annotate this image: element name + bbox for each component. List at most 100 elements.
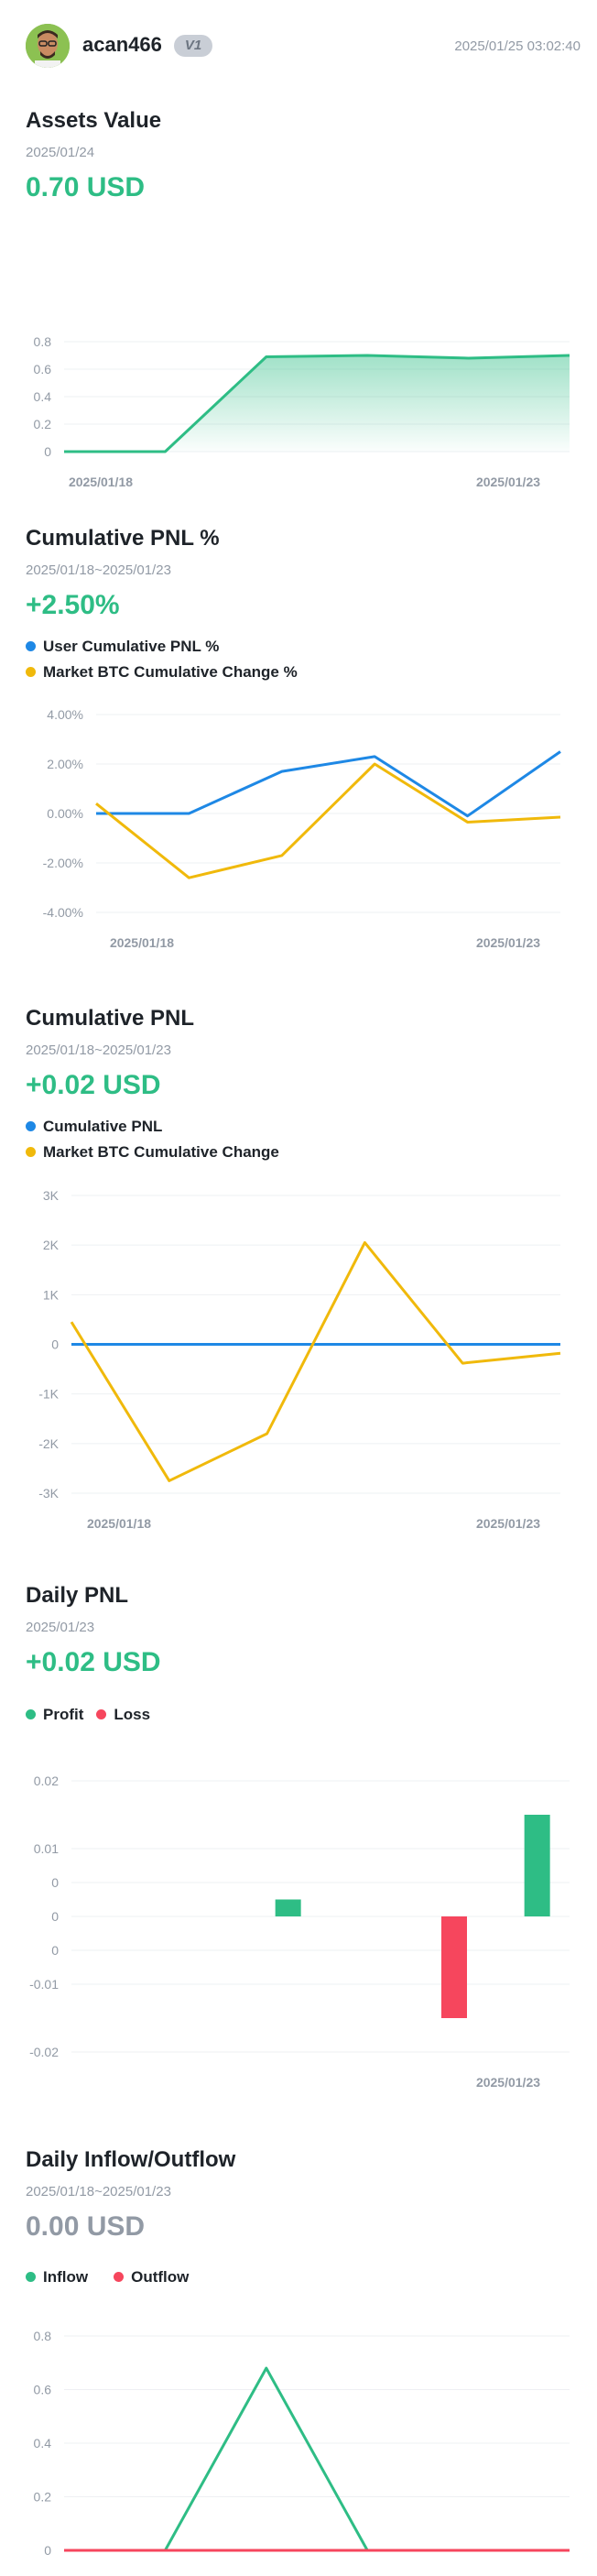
- y-tick-label: 0: [51, 1909, 59, 1924]
- x-tick-label: 2025/01/23: [476, 2573, 540, 2576]
- flow-date: 2025/01/18~2025/01/23: [26, 2184, 171, 2199]
- y-tick-label: 4.00%: [47, 707, 83, 722]
- legend-label: Market BTC Cumulative Change: [43, 1143, 279, 1161]
- assets-value-section: Assets Value 2025/01/24 0.70 USD 0 0.2 0.4…: [0, 108, 597, 502]
- x-tick-label: 2025/01/18: [87, 1516, 151, 1531]
- pnl-pct-title: Cumulative PNL %: [26, 526, 220, 551]
- y-tick-label: 0.01: [34, 1841, 59, 1856]
- assets-title: Assets Value: [26, 108, 162, 133]
- pnl-value: +0.02 USD: [26, 1070, 161, 1100]
- yellow-dot-icon: [26, 1146, 36, 1157]
- red-dot-icon: [96, 1708, 107, 1719]
- legend-outflow: Outflow: [114, 2268, 189, 2287]
- y-tick-label: 2K: [43, 1238, 60, 1252]
- series-line: [64, 354, 570, 453]
- legend-btc-pct: Market BTC Cumulative Change %: [26, 663, 298, 682]
- y-tick-label: 0.8: [34, 2329, 52, 2343]
- y-tick-label: 0.00%: [47, 806, 83, 821]
- area-fill: [64, 355, 570, 452]
- y-tick-label: -2.00%: [43, 856, 83, 870]
- profile-header: acan466 V1 2025/01/25 03:02:40: [0, 0, 597, 92]
- y-tick-label: 0.4: [34, 2436, 52, 2450]
- daily-title: Daily PNL: [26, 1583, 129, 1608]
- legend-label: Loss: [114, 1706, 151, 1723]
- legend-cumulative-pnl: Cumulative PNL: [26, 1118, 162, 1136]
- loss-bar: [441, 1916, 467, 2018]
- x-tick-label: 2025/01/18: [69, 475, 133, 489]
- green-dot-icon: [26, 1708, 36, 1719]
- cumulative-pnl-section: Cumulative PNL 2025/01/18~2025/01/23 +0.…: [0, 1006, 597, 1546]
- legend-label: Outflow: [131, 2268, 190, 2286]
- y-tick-label: 0.6: [34, 2383, 52, 2397]
- series-line: [64, 2366, 570, 2552]
- assets-value-chart[interactable]: 0 0.2 0.4 0.6 0.8 2025/01/18 2025/01/23: [0, 218, 597, 493]
- daily-pnl-chart[interactable]: -0.02 -0.01 0 0 0 0.01 0.02 2025/01/23: [0, 1739, 597, 2096]
- series-line: [95, 762, 561, 879]
- legend-label: Inflow: [43, 2268, 89, 2286]
- yellow-dot-icon: [26, 666, 36, 677]
- y-tick-label: 0.4: [34, 389, 52, 404]
- y-tick-label: -1K: [38, 1387, 59, 1402]
- series-line: [70, 1240, 561, 1482]
- legend-label: Market BTC Cumulative Change %: [43, 663, 298, 681]
- assets-date: 2025/01/24: [26, 145, 95, 160]
- x-tick-label: 2025/01/23: [476, 935, 540, 950]
- daily-flow-section: Daily Inflow/Outflow 2025/01/18~2025/01/…: [0, 2147, 597, 2576]
- blue-dot-icon: [26, 640, 36, 651]
- x-tick-label: 2025/01/23: [476, 1516, 540, 1531]
- y-tick-label: 3K: [43, 1188, 60, 1203]
- legend-inflow: Inflow: [26, 2268, 88, 2287]
- profit-bar: [524, 1815, 550, 1916]
- red-dot-icon: [114, 2271, 125, 2282]
- daily-legend: Profit Loss: [26, 1706, 163, 1724]
- y-tick-label: -3K: [38, 1486, 59, 1501]
- y-tick-label: -4.00%: [43, 905, 83, 920]
- assets-value: 0.70 USD: [26, 172, 146, 202]
- legend-user-pnl-pct: User Cumulative PNL %: [26, 638, 219, 656]
- y-tick-label: 0.2: [34, 417, 52, 431]
- series-line: [96, 750, 561, 818]
- y-tick-label: -0.01: [29, 1977, 59, 1992]
- flow-legend: Inflow Outflow: [26, 2268, 201, 2287]
- y-tick-label: -0.02: [29, 2045, 59, 2059]
- update-timestamp: 2025/01/25 03:02:40: [454, 38, 581, 54]
- x-tick-label: 2025/01/23: [476, 2075, 540, 2090]
- pnl-pct-value: +2.50%: [26, 590, 120, 620]
- y-tick-label: 0.6: [34, 362, 52, 377]
- y-tick-label: 2.00%: [47, 757, 83, 771]
- vip-badge: V1: [174, 35, 212, 57]
- cumulative-pnl-pct-section: Cumulative PNL % 2025/01/18~2025/01/23 +…: [0, 526, 597, 984]
- x-tick-label: 2025/01/18: [110, 935, 174, 950]
- y-tick-label: 0: [44, 444, 51, 459]
- username: acan466: [82, 33, 162, 56]
- y-tick-label: -2K: [38, 1436, 59, 1451]
- y-tick-label: 0.02: [34, 1774, 59, 1788]
- daily-value: +0.02 USD: [26, 1647, 161, 1677]
- daily-flow-chart[interactable]: 0 0.2 0.4 0.6 0.8 2025/01/18 2025/01/23: [0, 2303, 597, 2576]
- user-avatar-icon[interactable]: [26, 24, 70, 68]
- daily-pnl-section: Daily PNL 2025/01/23 +0.02 USD Profit Los…: [0, 1583, 597, 2096]
- legend-label: Cumulative PNL: [43, 1118, 163, 1135]
- legend-label: User Cumulative PNL %: [43, 638, 220, 655]
- pnl-pct-date: 2025/01/18~2025/01/23: [26, 562, 171, 578]
- cumulative-pnl-chart[interactable]: -3K -2K -1K 0 1K 2K 3K 2025/01/18 2025/01/23: [0, 1171, 597, 1546]
- legend-loss: Loss: [96, 1706, 150, 1724]
- flow-value: 0.00 USD: [26, 2211, 146, 2242]
- daily-date: 2025/01/23: [26, 1620, 95, 1635]
- legend-profit: Profit: [26, 1706, 83, 1724]
- y-tick-label: 0: [51, 1875, 59, 1890]
- y-tick-label: 0: [51, 1943, 59, 1958]
- y-tick-label: 0: [44, 2543, 51, 2558]
- flow-title: Daily Inflow/Outflow: [26, 2147, 236, 2172]
- cumulative-pnl-pct-chart[interactable]: -4.00% -2.00% 0.00% 2.00% 4.00% 2025/01/18 202…: [0, 691, 597, 984]
- profit-bar: [275, 1899, 301, 1916]
- y-tick-label: 1K: [43, 1287, 60, 1302]
- x-tick-label: 2025/01/23: [476, 475, 540, 489]
- y-tick-label: 0: [51, 1337, 59, 1352]
- pnl-title: Cumulative PNL: [26, 1006, 195, 1031]
- legend-label: Profit: [43, 1706, 84, 1723]
- y-tick-label: 0.2: [34, 2490, 52, 2505]
- y-tick-label: 0.8: [34, 334, 52, 349]
- blue-dot-icon: [26, 1120, 36, 1131]
- green-dot-icon: [26, 2271, 36, 2282]
